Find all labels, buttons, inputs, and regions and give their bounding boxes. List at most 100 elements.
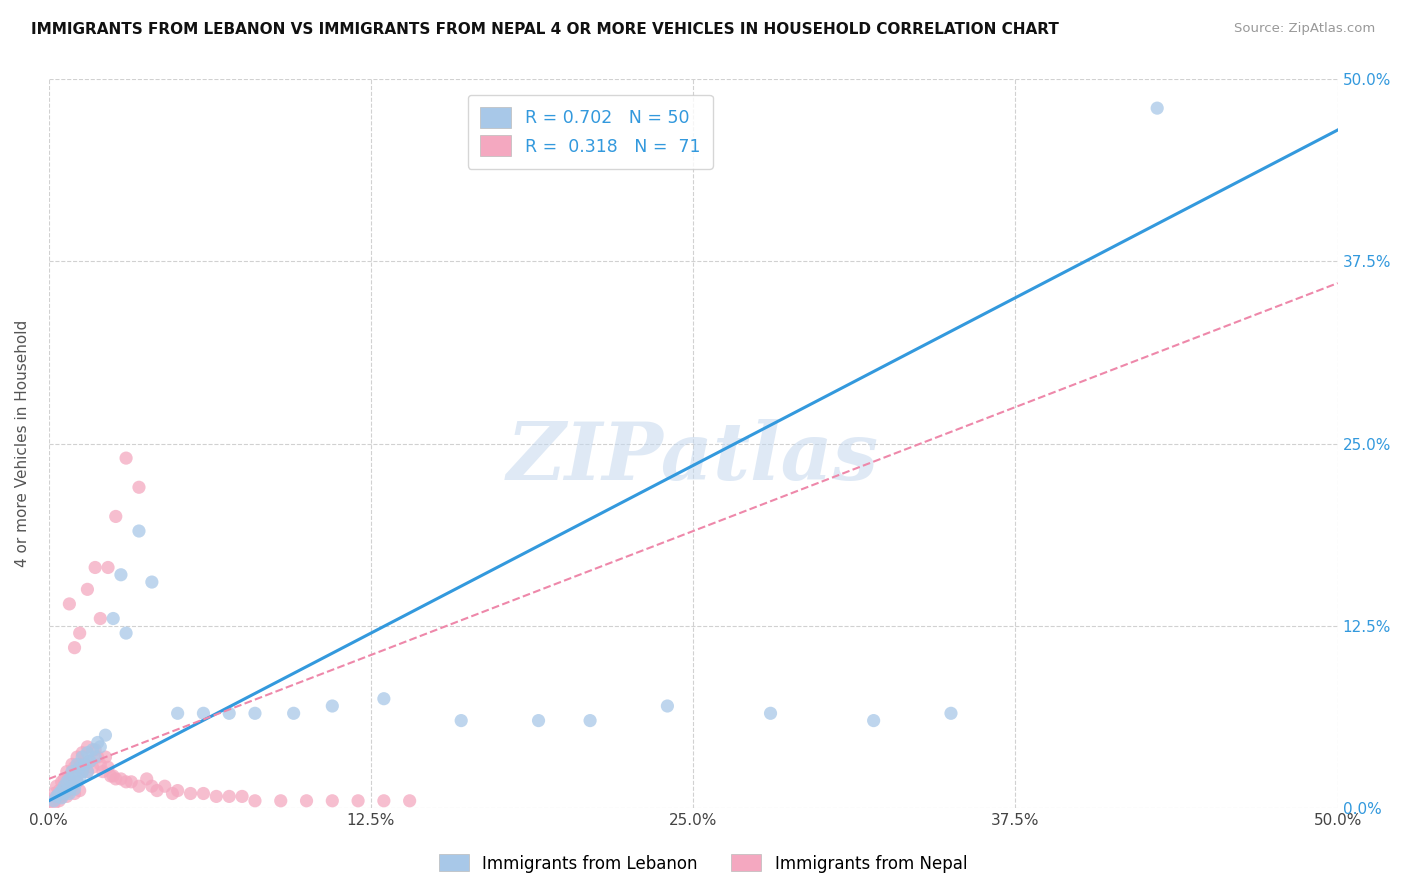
Point bbox=[53, 787, 76, 801]
Point bbox=[56, 774, 79, 789]
Point bbox=[180, 787, 202, 801]
Point bbox=[56, 783, 79, 797]
Point bbox=[82, 743, 104, 757]
Point bbox=[321, 794, 343, 808]
Point bbox=[42, 787, 65, 801]
Point bbox=[63, 787, 86, 801]
Point bbox=[76, 739, 98, 754]
Point bbox=[270, 794, 292, 808]
Point bbox=[373, 691, 395, 706]
Point bbox=[115, 774, 138, 789]
Point bbox=[87, 750, 110, 764]
Point bbox=[51, 774, 73, 789]
Point bbox=[42, 794, 65, 808]
Point bbox=[45, 789, 67, 804]
Point bbox=[120, 774, 142, 789]
Point bbox=[162, 787, 184, 801]
Point bbox=[91, 764, 114, 779]
Point bbox=[89, 739, 111, 754]
Point bbox=[42, 797, 65, 811]
Point bbox=[347, 794, 370, 808]
Point bbox=[51, 790, 73, 805]
Point bbox=[45, 789, 67, 804]
Point bbox=[66, 774, 89, 789]
Point bbox=[69, 760, 91, 774]
Point bbox=[100, 769, 122, 783]
Point bbox=[104, 509, 127, 524]
Y-axis label: 4 or more Vehicles in Household: 4 or more Vehicles in Household bbox=[15, 320, 30, 567]
Point bbox=[84, 743, 107, 757]
Point bbox=[283, 706, 305, 721]
Point bbox=[41, 794, 63, 808]
Point bbox=[128, 779, 150, 793]
Point bbox=[243, 706, 266, 721]
Point bbox=[89, 757, 111, 772]
Point bbox=[862, 714, 884, 728]
Point bbox=[60, 779, 83, 793]
Point bbox=[97, 760, 120, 774]
Point bbox=[58, 597, 80, 611]
Point bbox=[73, 757, 96, 772]
Point bbox=[76, 746, 98, 760]
Point bbox=[94, 750, 117, 764]
Point bbox=[76, 764, 98, 779]
Point bbox=[51, 789, 73, 804]
Point bbox=[56, 789, 79, 804]
Point bbox=[66, 757, 89, 772]
Point bbox=[84, 560, 107, 574]
Point bbox=[58, 772, 80, 786]
Point bbox=[69, 757, 91, 772]
Text: Source: ZipAtlas.com: Source: ZipAtlas.com bbox=[1234, 22, 1375, 36]
Point bbox=[110, 772, 132, 786]
Point bbox=[51, 783, 73, 797]
Point bbox=[110, 567, 132, 582]
Point bbox=[321, 698, 343, 713]
Point bbox=[53, 779, 76, 793]
Point bbox=[94, 728, 117, 742]
Point bbox=[82, 760, 104, 774]
Text: ZIPatlas: ZIPatlas bbox=[508, 419, 879, 497]
Point bbox=[128, 524, 150, 538]
Point bbox=[115, 626, 138, 640]
Point bbox=[69, 772, 91, 786]
Point bbox=[141, 779, 163, 793]
Point bbox=[97, 560, 120, 574]
Point bbox=[205, 789, 228, 804]
Point bbox=[60, 764, 83, 779]
Point bbox=[450, 714, 472, 728]
Point bbox=[72, 764, 94, 779]
Point bbox=[89, 611, 111, 625]
Point bbox=[657, 698, 679, 713]
Point bbox=[166, 706, 188, 721]
Point bbox=[153, 779, 176, 793]
Point bbox=[104, 772, 127, 786]
Point bbox=[193, 706, 215, 721]
Point bbox=[218, 706, 240, 721]
Point bbox=[79, 755, 101, 769]
Point bbox=[73, 757, 96, 772]
Point bbox=[60, 757, 83, 772]
Point bbox=[63, 760, 86, 774]
Point bbox=[103, 769, 125, 783]
Point bbox=[72, 764, 94, 779]
Point bbox=[53, 772, 76, 786]
Point bbox=[58, 769, 80, 783]
Point bbox=[295, 794, 318, 808]
Point bbox=[72, 750, 94, 764]
Point bbox=[63, 640, 86, 655]
Point bbox=[60, 779, 83, 793]
Point bbox=[48, 794, 70, 808]
Legend: R = 0.702   N = 50, R =  0.318   N =  71: R = 0.702 N = 50, R = 0.318 N = 71 bbox=[468, 95, 713, 169]
Point bbox=[76, 582, 98, 597]
Point bbox=[166, 783, 188, 797]
Text: IMMIGRANTS FROM LEBANON VS IMMIGRANTS FROM NEPAL 4 OR MORE VEHICLES IN HOUSEHOLD: IMMIGRANTS FROM LEBANON VS IMMIGRANTS FR… bbox=[31, 22, 1059, 37]
Point bbox=[373, 794, 395, 808]
Point bbox=[58, 783, 80, 797]
Point bbox=[56, 764, 79, 779]
Point bbox=[48, 783, 70, 797]
Point bbox=[53, 787, 76, 801]
Point bbox=[231, 789, 253, 804]
Point bbox=[63, 782, 86, 797]
Point bbox=[76, 764, 98, 779]
Point bbox=[193, 787, 215, 801]
